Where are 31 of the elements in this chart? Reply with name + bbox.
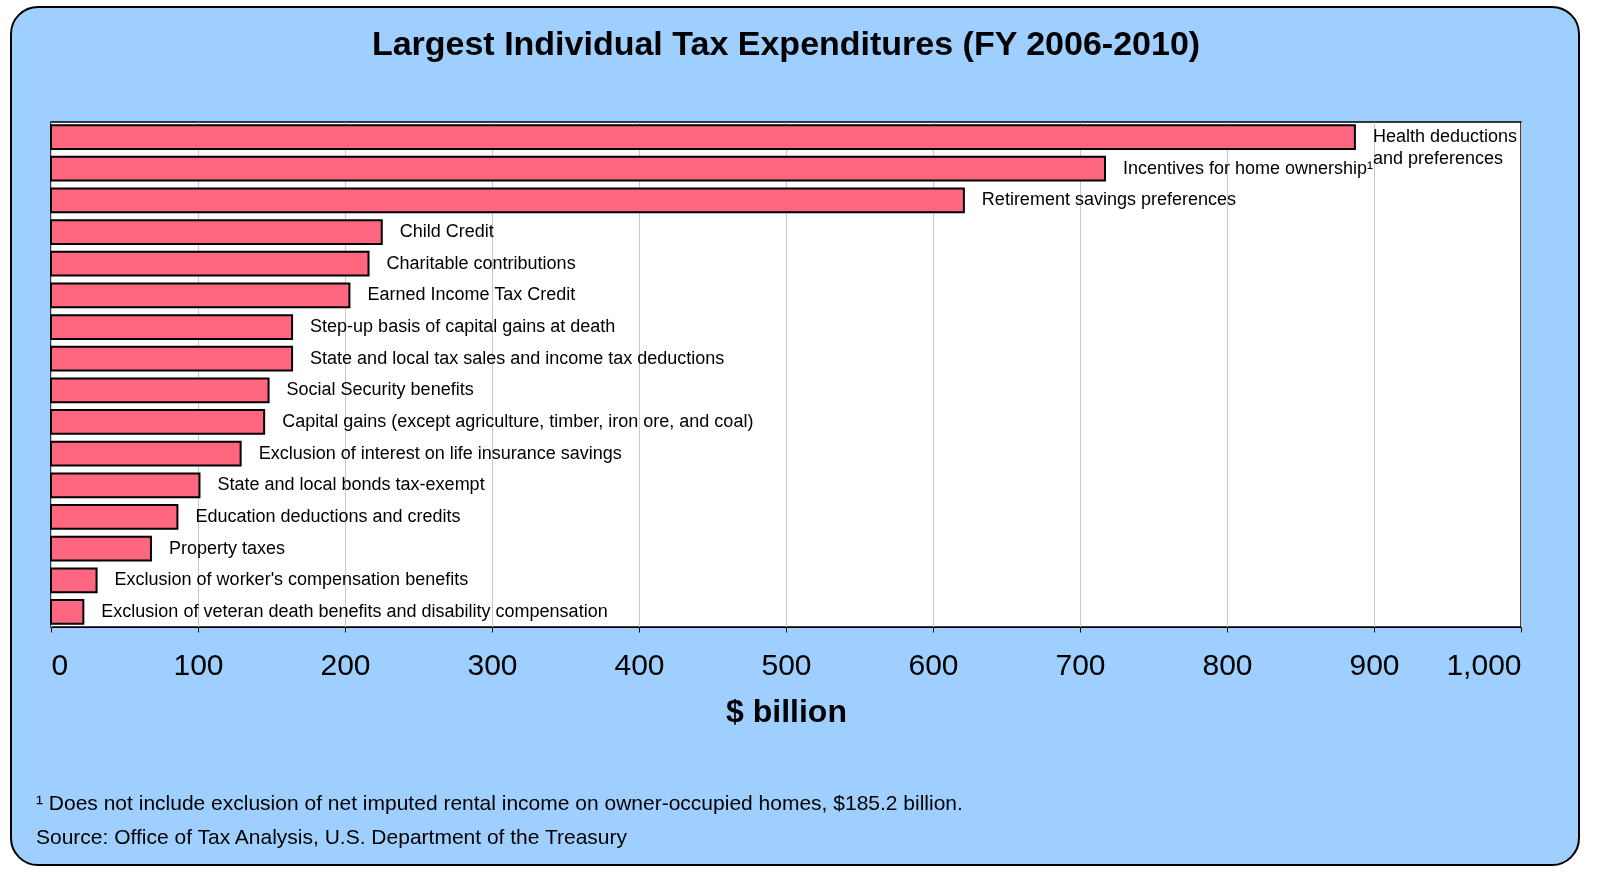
y-tick-label: Capital gains (except agriculture, timber, iron ore, and coal) xyxy=(282,410,754,431)
x-tick-label: 900 xyxy=(1349,647,1400,681)
x-tick-label: 700 xyxy=(1055,647,1106,681)
x-tick-label: 300 xyxy=(467,647,518,681)
x-tick-label: 500 xyxy=(761,647,812,681)
y-tick-label: Earned Income Tax Credit xyxy=(367,284,576,305)
y-tick-label: State and local bonds tax-exempt xyxy=(217,474,485,495)
chart-title: Largest Individual Tax Expenditures (FY 2006-2010) xyxy=(371,24,1201,62)
y-tick-label: Step-up basis of capital gains at death xyxy=(310,316,616,337)
y-tick-label: Exclusion of veteran death benefits and disability compensation xyxy=(101,600,608,621)
y-tick-label: Exclusion of interest on life insurance savings xyxy=(258,442,622,463)
x-tick-label: 800 xyxy=(1202,647,1253,681)
x-tick-label: 400 xyxy=(614,647,665,681)
x-tick-label: 0 xyxy=(51,647,69,681)
source-note: Source: Office of Tax Analysis, U.S. Department of the Treasury xyxy=(36,824,628,850)
y-tick-label: Property taxes xyxy=(168,537,286,558)
y-tick-label: Social Security benefits xyxy=(286,379,474,400)
y-tick-label: Incentives for home ownership¹ xyxy=(1122,157,1374,178)
x-tick-label: 1,000 xyxy=(1446,647,1522,681)
x-tick-label: 100 xyxy=(173,647,224,681)
x-tick-label: 600 xyxy=(908,647,959,681)
y-tick-label: Exclusion of worker's compensation benefits xyxy=(114,569,469,590)
x-axis-title: $ billion xyxy=(726,692,847,729)
y-tick-label: Child Credit xyxy=(399,221,494,242)
y-tick-label: Health deductions and preferences xyxy=(1372,126,1517,169)
y-tick-label: Retirement savings preferences xyxy=(981,189,1236,210)
y-tick-label: Charitable contributions xyxy=(386,252,576,273)
y-tick-label: Education deductions and credits xyxy=(195,505,461,526)
x-tick-label: 200 xyxy=(320,647,371,681)
text: ¹ Does not include exclusion of net imputed rental income on owner-occupied homes, $185.2 billion. xyxy=(36,790,963,816)
y-tick-label: State and local tax sales and income tax deductions xyxy=(310,347,725,368)
